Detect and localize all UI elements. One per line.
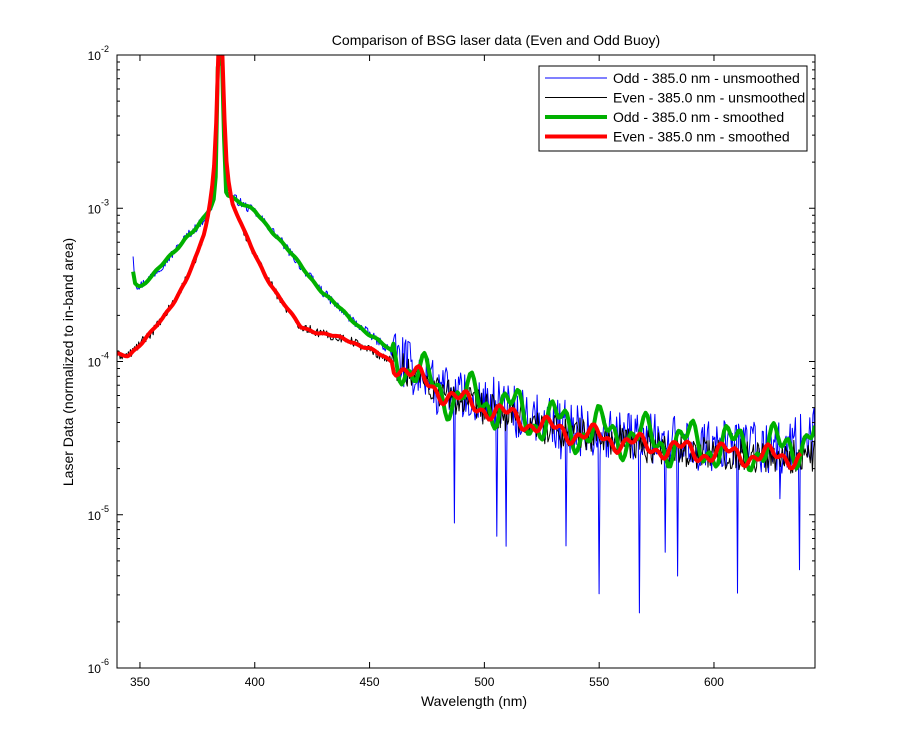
x-tick-label: 400 — [245, 675, 265, 689]
y-tick-exponent: -2 — [101, 44, 109, 54]
legend-label: Even - 385.0 nm - smoothed — [613, 129, 790, 145]
y-tick-label: 10-6 — [88, 657, 109, 676]
y-tick-exponent: -5 — [101, 504, 109, 514]
y-tick-label: 10-5 — [88, 504, 109, 523]
x-axis-ticks: 350 400 450 500 550 600 — [130, 55, 724, 689]
y-axis-label: Laser Data (normalized to in-band area) — [60, 238, 76, 486]
x-tick-label: 550 — [589, 675, 609, 689]
y-tick-base: 10 — [88, 662, 102, 676]
y-tick-exponent: -3 — [101, 197, 109, 207]
y-tick-exponent: -4 — [101, 351, 109, 361]
y-tick-base: 10 — [88, 202, 102, 216]
y-tick-base: 10 — [88, 356, 102, 370]
y-tick-label: 10-2 — [88, 44, 109, 63]
x-tick-label: 600 — [704, 675, 724, 689]
legend-label: Odd - 385.0 nm - unsmoothed — [613, 70, 800, 86]
legend: Odd - 385.0 nm - unsmoothed Even - 385.0 … — [538, 65, 808, 152]
x-axis-label: Wavelength (nm) — [421, 693, 527, 709]
x-tick-label: 450 — [360, 675, 380, 689]
legend-label: Odd - 385.0 nm - smoothed — [613, 109, 784, 125]
y-tick-base: 10 — [88, 49, 102, 63]
x-tick-label: 350 — [130, 675, 150, 689]
series-line-3 — [117, 55, 803, 471]
x-tick-label: 500 — [474, 675, 494, 689]
y-tick-label: 10-4 — [88, 351, 109, 370]
plot-area — [117, 55, 815, 668]
y-tick-base: 10 — [88, 509, 102, 523]
y-axis-ticks: 10-610-510-410-310-2 — [88, 44, 815, 676]
legend-label: Even - 385.0 nm - unsmoothed — [613, 90, 805, 106]
y-tick-exponent: -6 — [101, 657, 109, 667]
chart-title: Comparison of BSG laser data (Even and O… — [332, 32, 660, 48]
y-tick-label: 10-3 — [88, 197, 109, 216]
series-layer — [117, 55, 815, 614]
